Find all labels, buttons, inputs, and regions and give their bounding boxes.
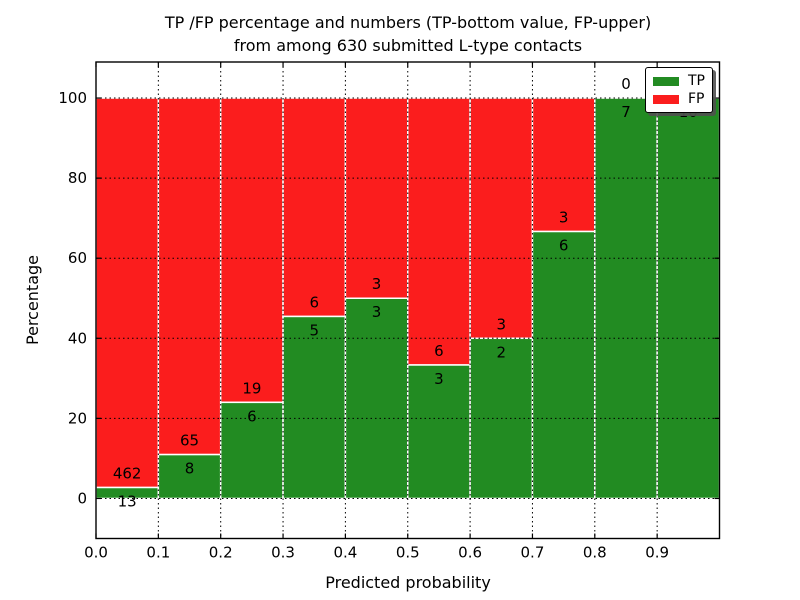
fp-count-label: 3 <box>497 315 507 333</box>
fp-bar <box>282 97 347 318</box>
y-tick-label: 60 <box>68 249 87 267</box>
x-tick-label: 0.7 <box>521 544 545 562</box>
y-tick-label: 80 <box>68 169 87 187</box>
x-tick-label: 0.5 <box>396 544 420 562</box>
tp-count-label: 6 <box>247 407 257 425</box>
fp-legend-swatch-icon <box>653 94 679 104</box>
tp-bar <box>656 97 721 500</box>
tp-legend-swatch-icon <box>653 76 679 86</box>
tp-count-label: 6 <box>559 237 569 255</box>
x-axis-label: Predicted probability <box>325 573 491 592</box>
legend-item-fp: FP <box>653 92 705 106</box>
tp-bar <box>407 364 471 500</box>
tp-legend-label: TP <box>688 73 705 89</box>
x-tick-label: 0.2 <box>209 544 233 562</box>
fp-bar <box>219 97 284 404</box>
y-tick-label: 40 <box>68 329 87 347</box>
y-tick-label: 0 <box>77 489 87 507</box>
tp-bar <box>344 297 409 500</box>
fp-legend-label: FP <box>688 91 705 107</box>
x-tick-label: 0.0 <box>84 544 108 562</box>
chart-title-line2: from among 630 submitted L-type contacts <box>234 36 582 55</box>
fp-bar <box>95 97 160 489</box>
grid-layer <box>96 62 720 539</box>
fp-count-label: 462 <box>113 464 142 482</box>
fp-count-label: 65 <box>180 432 199 450</box>
y-tick-label: 20 <box>68 409 87 427</box>
x-tick-label: 0.8 <box>583 544 607 562</box>
fp-count-label: 6 <box>434 342 444 360</box>
tick-labels-layer: 0.0 0.1 0.2 0.3 0.4 0.5 0.6 0.7 0.8 0.9 0 20 40 60 80 1… <box>58 89 669 561</box>
fp-bar <box>469 97 534 340</box>
tp-count-label: 13 <box>118 492 137 510</box>
fp-count-label: 6 <box>309 293 319 311</box>
tp-count-label: 3 <box>434 370 444 388</box>
tp-count-label: 7 <box>621 103 631 121</box>
tp-bar <box>594 97 658 500</box>
fp-count-label: 3 <box>559 209 569 227</box>
x-tick-label: 0.6 <box>458 544 482 562</box>
tp-bar <box>282 315 347 500</box>
tp-bar <box>531 230 596 500</box>
fp-bar <box>407 97 471 366</box>
tp-count-label: 8 <box>185 460 195 478</box>
fp-count-label: 3 <box>372 275 382 293</box>
fp-bar <box>531 97 596 233</box>
fp-count-label: 0 <box>621 75 631 93</box>
ticks-layer <box>95 62 720 539</box>
tp-count-label: 3 <box>372 303 382 321</box>
fp-bar <box>344 97 409 299</box>
tp-count-label: 2 <box>497 343 507 361</box>
y-axis-label: Percentage <box>23 255 42 345</box>
x-tick-label: 0.1 <box>146 544 170 562</box>
legend: TP FP <box>645 67 713 113</box>
x-tick-label: 0.4 <box>333 544 357 562</box>
x-tick-label: 0.9 <box>645 544 669 562</box>
x-tick-label: 0.3 <box>271 544 295 562</box>
bars-layer <box>95 97 721 500</box>
legend-item-tp: TP <box>653 74 705 88</box>
chart-title-line1: TP /FP percentage and numbers (TP-bottom… <box>164 13 651 32</box>
tp-count-label: 5 <box>309 321 319 339</box>
fp-bar <box>157 97 222 456</box>
y-tick-label: 100 <box>58 89 87 107</box>
fp-count-label: 19 <box>242 379 261 397</box>
